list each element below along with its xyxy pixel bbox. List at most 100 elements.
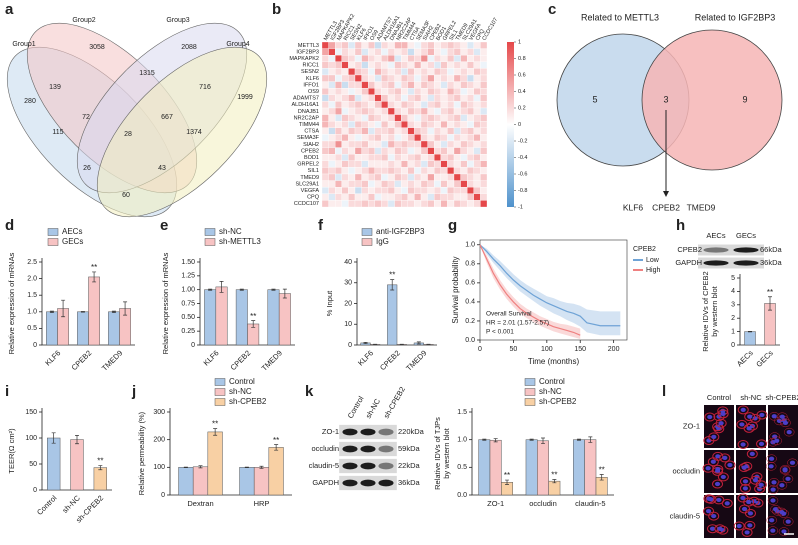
nucleus [779,483,785,488]
row-label: CCDC107 [294,201,319,207]
heat-cell [473,134,481,142]
plot-border [479,239,628,341]
row-label: CPQ [307,195,320,201]
heat-cell [361,101,369,109]
heat-cell [414,61,422,69]
y-axis-label: Relative permeability (%) [137,411,146,495]
heat-cell [354,61,362,69]
cell-outline [737,405,749,415]
heat-cell [440,114,448,122]
heat-cell [460,81,468,89]
heat-cell [387,41,395,49]
heat-cell [401,107,408,115]
row-label: ALDH16A1 [291,102,319,108]
heat-cell [368,114,375,122]
cell-outline [778,509,789,518]
heat-cell [480,41,488,49]
heat-cell [420,55,428,62]
legend-label: GECs [62,237,83,246]
heat-cell [401,173,408,181]
heat-cell [341,140,349,148]
heat-cell [328,101,336,109]
heat-cell [434,200,441,208]
nucleus [771,414,777,419]
y-tick-label: 1.0 [465,242,475,249]
heat-cell [407,48,415,56]
heat-cell [460,68,468,76]
nucleus [747,511,754,516]
heat-cell [420,94,428,102]
heat-cell [453,88,461,95]
y-tick-label: 10 [344,321,352,328]
heat-cell [387,127,395,135]
blot-band [342,462,358,470]
heat-cell [374,88,382,95]
x-tick-label: TMED9 [404,348,428,372]
error-bar [482,438,487,441]
heat-cell [440,41,448,49]
error-bar [219,281,224,293]
heat-cell [447,114,455,122]
heat-cell [328,94,336,102]
heat-cell [321,173,329,181]
heat-cell [368,88,375,95]
cell-outline [777,412,788,421]
heat-cell [348,61,356,69]
heat-cell [414,200,422,208]
panel-letter: j [131,383,136,400]
heat-cell [341,81,349,89]
heat-cell [394,48,402,56]
heat-cell [321,127,329,135]
blot-band [733,260,759,266]
heat-cell [434,61,441,69]
heat-cell [381,173,389,181]
heat-cell [447,94,455,102]
significance: ** [250,312,256,321]
heat-cell [381,140,389,148]
heat-cell [420,160,428,168]
heat-cell [335,154,342,161]
heat-cell [401,134,408,142]
heat-cell [401,55,408,62]
x-tick-label: KLF6 [356,348,375,367]
heat-cell [341,154,349,161]
heat-cell [453,121,461,128]
nucleus [749,451,755,456]
bar [204,289,217,346]
y-tick-label: 1 [731,328,735,335]
heat-cell [420,127,428,135]
bar [267,289,280,346]
heat-cell [341,107,349,115]
y-tick-label: 0 [161,492,165,499]
blot-band [378,479,394,487]
heat-cell [447,140,455,148]
heat-cell [453,200,461,208]
heat-cell [394,107,402,115]
heat-cell [427,74,435,82]
heat-cell [407,61,415,69]
heat-cell [440,48,448,56]
nucleus [706,496,712,501]
heat-cell [434,94,441,102]
heat-cell [453,74,461,82]
heat-cell [460,61,468,69]
heat-cell [473,114,481,122]
nucleus [771,480,777,485]
heat-cell [381,68,389,76]
heat-cell [328,200,336,208]
nucleus [742,479,749,484]
heat-cell [473,107,481,115]
nucleus [770,528,776,533]
y-tick-label: 0.25 [181,328,195,335]
heat-cell [335,134,342,142]
heat-cell [480,101,488,109]
heat-cell [348,114,356,122]
row-label: NR2C2AP [294,115,320,121]
x-tick-label: Control [35,493,59,517]
cell-outline [717,472,729,482]
cell-outline [743,497,755,507]
row-label: IGF2BP3 [296,49,319,55]
blot-band [342,479,358,487]
heat-cell [374,68,382,76]
heat-cell [335,160,342,168]
